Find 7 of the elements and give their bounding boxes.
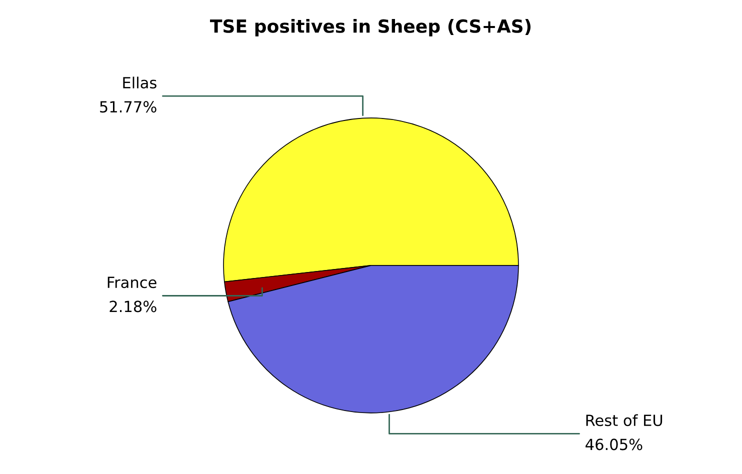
data-label: 46.05% — [586, 438, 642, 450]
chart-title: TSE positives in Sheep (CS+AS) — [210, 18, 531, 36]
slice-label: Rest of EU — [586, 414, 662, 426]
slice-label: France — [108, 276, 156, 288]
data-label: 51.77% — [100, 101, 156, 113]
data-label: 2.18% — [110, 300, 156, 312]
slice-label: Ellas — [123, 76, 156, 89]
